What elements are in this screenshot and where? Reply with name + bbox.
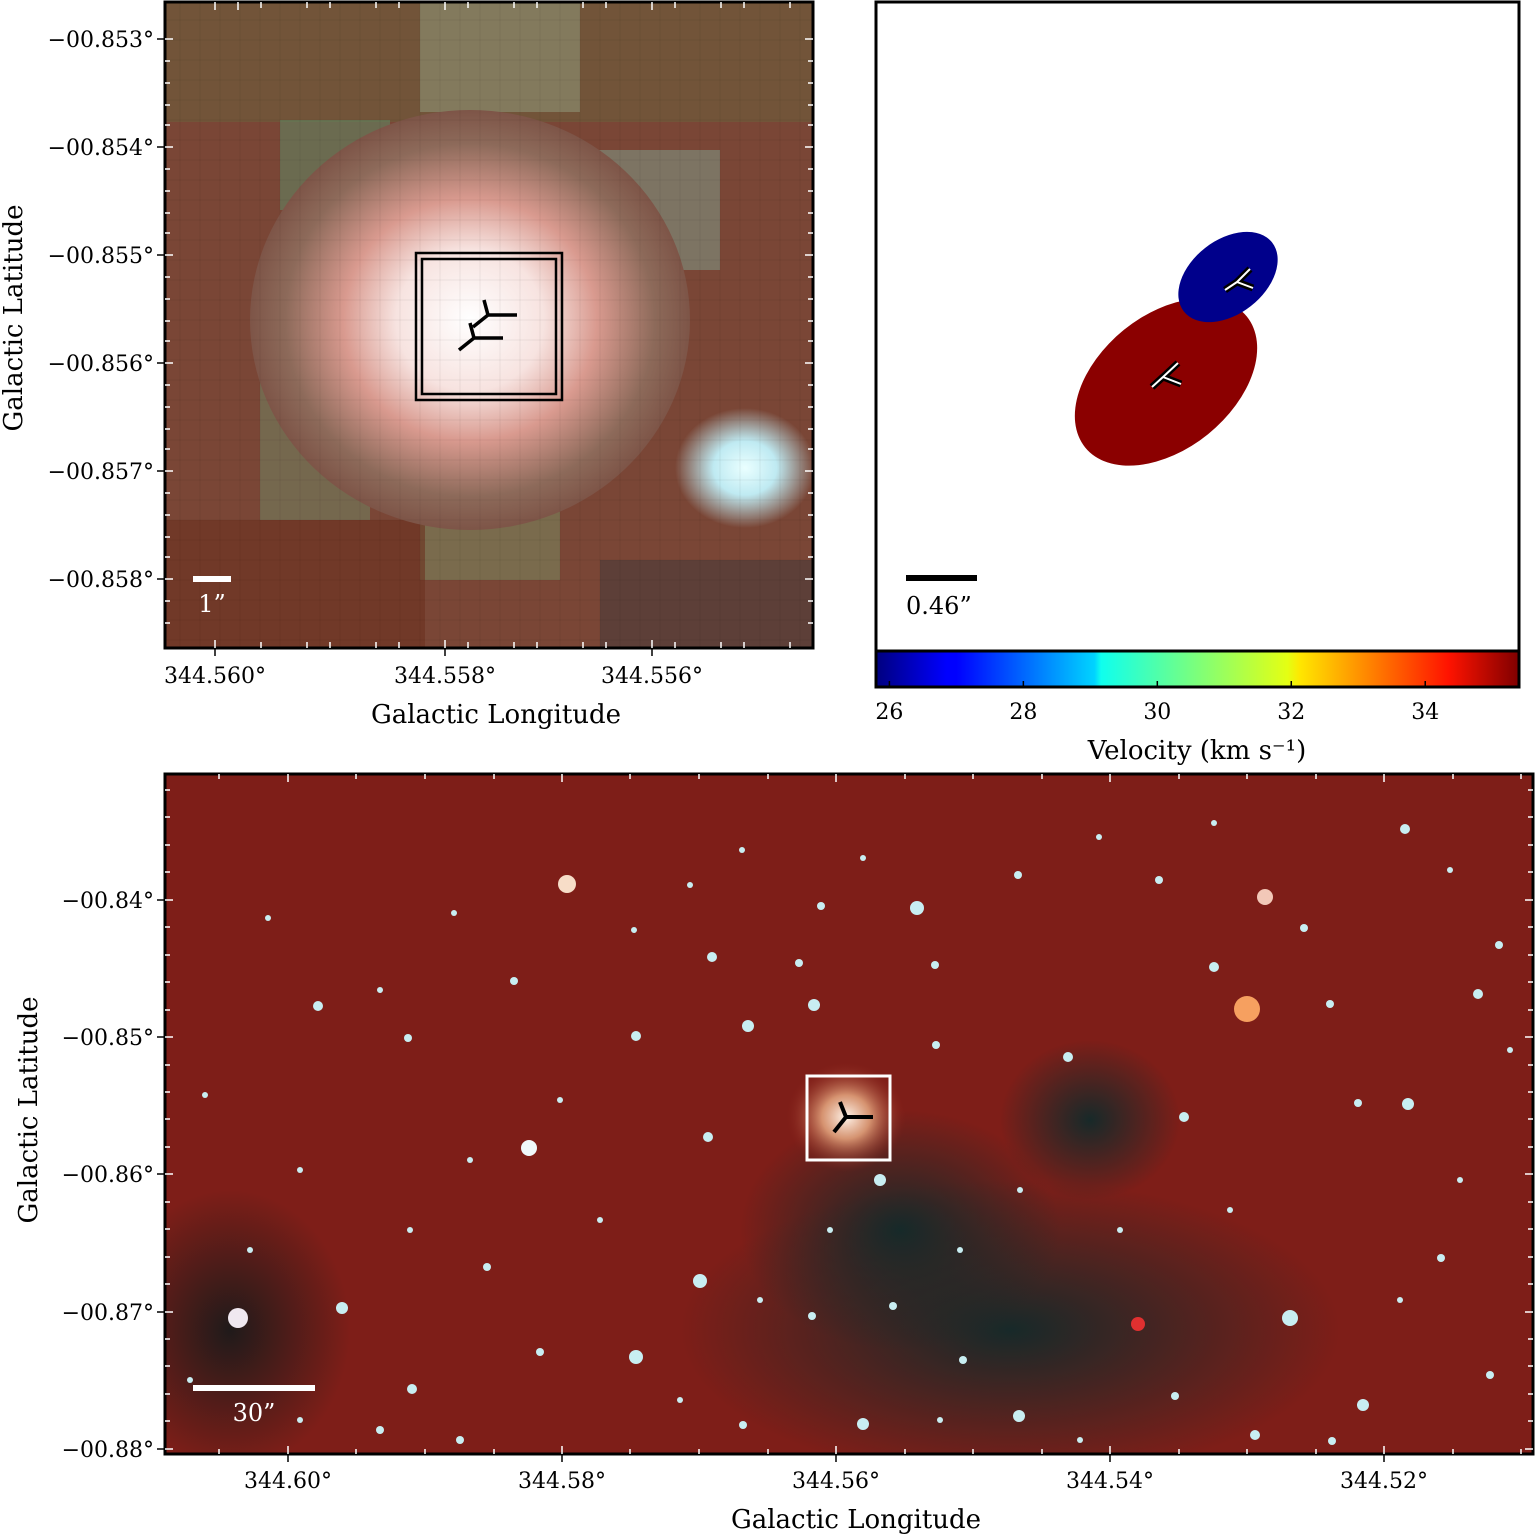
panel-c-xtick: 344.58° bbox=[518, 1469, 606, 1494]
panel-a-image bbox=[165, 2, 813, 648]
panel-c-xtick: 344.56° bbox=[792, 1469, 880, 1494]
red-component-ellipse bbox=[1074, 298, 1258, 466]
panel-c-xlabel: Galactic Longitude bbox=[731, 1505, 981, 1535]
colorbar-label: Velocity (km s⁻¹) bbox=[1087, 736, 1306, 766]
source-marker-icon bbox=[832, 1101, 873, 1134]
source-marker-icon bbox=[457, 299, 517, 352]
panel-a-scalebar-label: 1” bbox=[198, 590, 226, 618]
panel-a: 344.560° 344.558° 344.556° −00.853° −00.… bbox=[0, 0, 815, 730]
colorbar-ticks: 26 28 30 32 34 bbox=[875, 681, 1439, 725]
panel-c-xtick: 344.52° bbox=[1340, 1469, 1428, 1494]
panel-a-ytick: −00.853° bbox=[48, 28, 154, 53]
panel-a-xtick: 344.560° bbox=[164, 664, 266, 689]
colorbar-tick-label: 26 bbox=[875, 700, 903, 725]
panel-c-ytick: −00.85° bbox=[62, 1026, 154, 1051]
panel-c-ytick: −00.87° bbox=[62, 1301, 154, 1326]
colorbar-tick-label: 34 bbox=[1411, 700, 1439, 725]
panel-c-xtick: 344.54° bbox=[1066, 1469, 1154, 1494]
star-field bbox=[187, 820, 1513, 1445]
panel-a-box-outer bbox=[414, 251, 564, 402]
colorbar-tick-label: 28 bbox=[1009, 700, 1037, 725]
panel-b-scalebar-label: 0.46” bbox=[906, 592, 972, 620]
panel-a-ytick: −00.854° bbox=[48, 136, 154, 161]
panel-c: 344.60° 344.58° 344.56° 344.54° 344.52° … bbox=[14, 772, 1535, 1535]
panel-c-xtick: 344.60° bbox=[244, 1469, 332, 1494]
panel-a-ticks bbox=[165, 2, 813, 648]
panel-c-ytick: −00.84° bbox=[62, 889, 154, 914]
panel-a-ytick: −00.856° bbox=[48, 352, 154, 377]
panel-a-xtick: 344.558° bbox=[394, 664, 496, 689]
colorbar bbox=[874, 649, 1521, 689]
panel-a-xlabel: Galactic Longitude bbox=[371, 700, 621, 730]
panel-a-ytick: −00.855° bbox=[48, 244, 154, 269]
panel-a-box-inner bbox=[420, 257, 558, 396]
panel-c-zoom-box bbox=[805, 1074, 892, 1162]
panel-c-scalebar-label: 30” bbox=[233, 1399, 276, 1427]
panel-a-ytick: −00.857° bbox=[48, 460, 154, 485]
panel-a-frame bbox=[163, 0, 815, 650]
panel-a-ylabel: Galactic Latitude bbox=[0, 205, 29, 432]
panel-c-ylabel: Galactic Latitude bbox=[14, 997, 44, 1224]
colorbar-tick-label: 32 bbox=[1277, 700, 1305, 725]
blue-component-ellipse bbox=[1178, 231, 1278, 323]
panel-c-image bbox=[165, 774, 1533, 1454]
panel-c-frame bbox=[163, 772, 1535, 1456]
panel-c-ytick: −00.88° bbox=[62, 1438, 154, 1463]
panel-a-xtick: 344.556° bbox=[601, 664, 703, 689]
panel-c-ytick: −00.86° bbox=[62, 1163, 154, 1188]
panel-a-ytick: −00.858° bbox=[48, 568, 154, 593]
panel-c-ticks bbox=[165, 774, 1533, 1454]
colorbar-tick-label: 30 bbox=[1143, 700, 1171, 725]
panel-b: 0.46” 26 28 30 32 34 Velocity (km s⁻¹) bbox=[874, 0, 1521, 766]
